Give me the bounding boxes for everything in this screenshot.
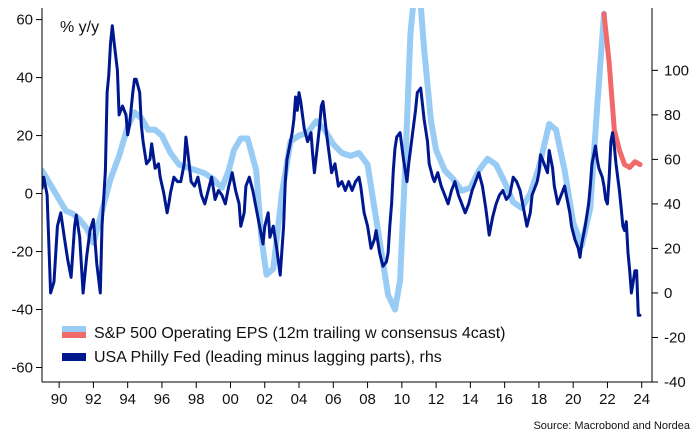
y-right-tick-label: -40 <box>664 374 686 391</box>
y-right-tick-label: 20 <box>664 240 681 257</box>
legend-item-eps: S&P 500 Operating EPS (12m trailing w co… <box>62 325 505 342</box>
y-right-tick-label: 0 <box>664 285 672 302</box>
y-right-tick-label: 40 <box>664 196 681 213</box>
y-right-tick-label: 60 <box>664 151 681 168</box>
legend-swatch-eps-forecast <box>62 332 86 338</box>
x-tick-label: 02 <box>256 391 273 408</box>
x-tick-label: 00 <box>222 391 239 408</box>
y-left-tick-label: -20 <box>11 244 33 261</box>
legend-label-eps: S&P 500 Operating EPS (12m trailing w co… <box>94 325 505 342</box>
source-note: Source: Macrobond and Nordea <box>533 420 690 432</box>
series-lines <box>42 8 643 317</box>
series-line-sp500-eps <box>42 8 607 313</box>
x-tick-label: 10 <box>393 391 410 408</box>
series-line-philly-fed <box>42 24 642 317</box>
legend: S&P 500 Operating EPS (12m trailing w co… <box>62 325 505 366</box>
x-tick-label: 22 <box>599 391 616 408</box>
x-tick-label: 90 <box>51 391 68 408</box>
y-right-tick-label: 100 <box>664 62 689 79</box>
x-tick-label: 16 <box>496 391 513 408</box>
y-left-tick-label: 60 <box>16 12 33 29</box>
x-tick-label: 98 <box>188 391 205 408</box>
x-tick-label: 12 <box>428 391 445 408</box>
x-tick-label: 24 <box>633 391 650 408</box>
y-left-tick-label: -60 <box>11 360 33 377</box>
y-left-tick-label: 20 <box>16 128 33 145</box>
x-tick-label: 04 <box>291 391 308 408</box>
x-tick-label: 18 <box>531 391 548 408</box>
legend-swatch-philly-fed <box>62 353 86 361</box>
series-line-sp500-eps-forecast <box>601 11 643 170</box>
legend-label-philly-fed: USA Philly Fed (leading minus lagging pa… <box>94 349 442 366</box>
x-tick-label: 20 <box>565 391 582 408</box>
y-right-tick-label: 80 <box>664 107 681 124</box>
x-tick-label: 96 <box>154 391 171 408</box>
x-tick-label: 94 <box>119 391 136 408</box>
x-tick-label: 06 <box>325 391 342 408</box>
unit-label: % y/y <box>60 19 99 36</box>
legend-swatch-eps <box>62 326 86 332</box>
y-left-tick-label: -40 <box>11 302 33 319</box>
legend-item-philly-fed: USA Philly Fed (leading minus lagging pa… <box>62 349 442 366</box>
x-tick-label: 08 <box>359 391 376 408</box>
y-right-tick-label: -20 <box>664 329 686 346</box>
y-left-tick-label: 40 <box>16 70 33 87</box>
y-left-tick-label: 0 <box>25 186 33 203</box>
x-tick-label: 92 <box>85 391 102 408</box>
x-tick-label: 14 <box>462 391 479 408</box>
